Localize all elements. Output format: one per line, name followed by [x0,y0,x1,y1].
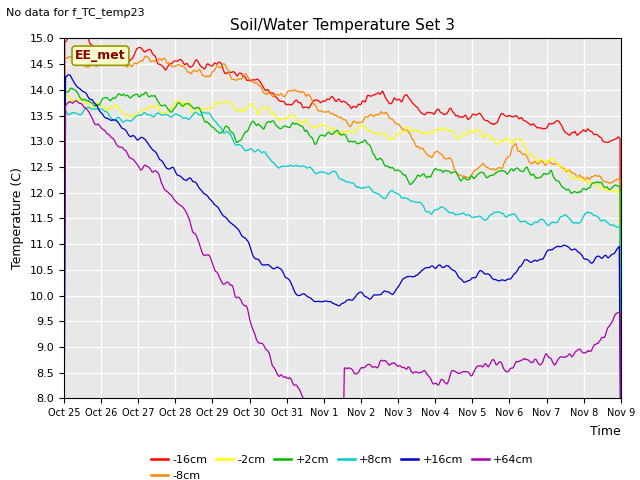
Text: No data for f_TC_temp23: No data for f_TC_temp23 [6,7,145,18]
Text: EE_met: EE_met [75,49,126,62]
Text: Time: Time [590,425,621,438]
Legend: -16cm, -8cm, -2cm, +2cm, +8cm, +16cm, +64cm: -16cm, -8cm, -2cm, +2cm, +8cm, +16cm, +6… [147,451,538,480]
Title: Soil/Water Temperature Set 3: Soil/Water Temperature Set 3 [230,18,455,33]
Y-axis label: Temperature (C): Temperature (C) [11,168,24,269]
